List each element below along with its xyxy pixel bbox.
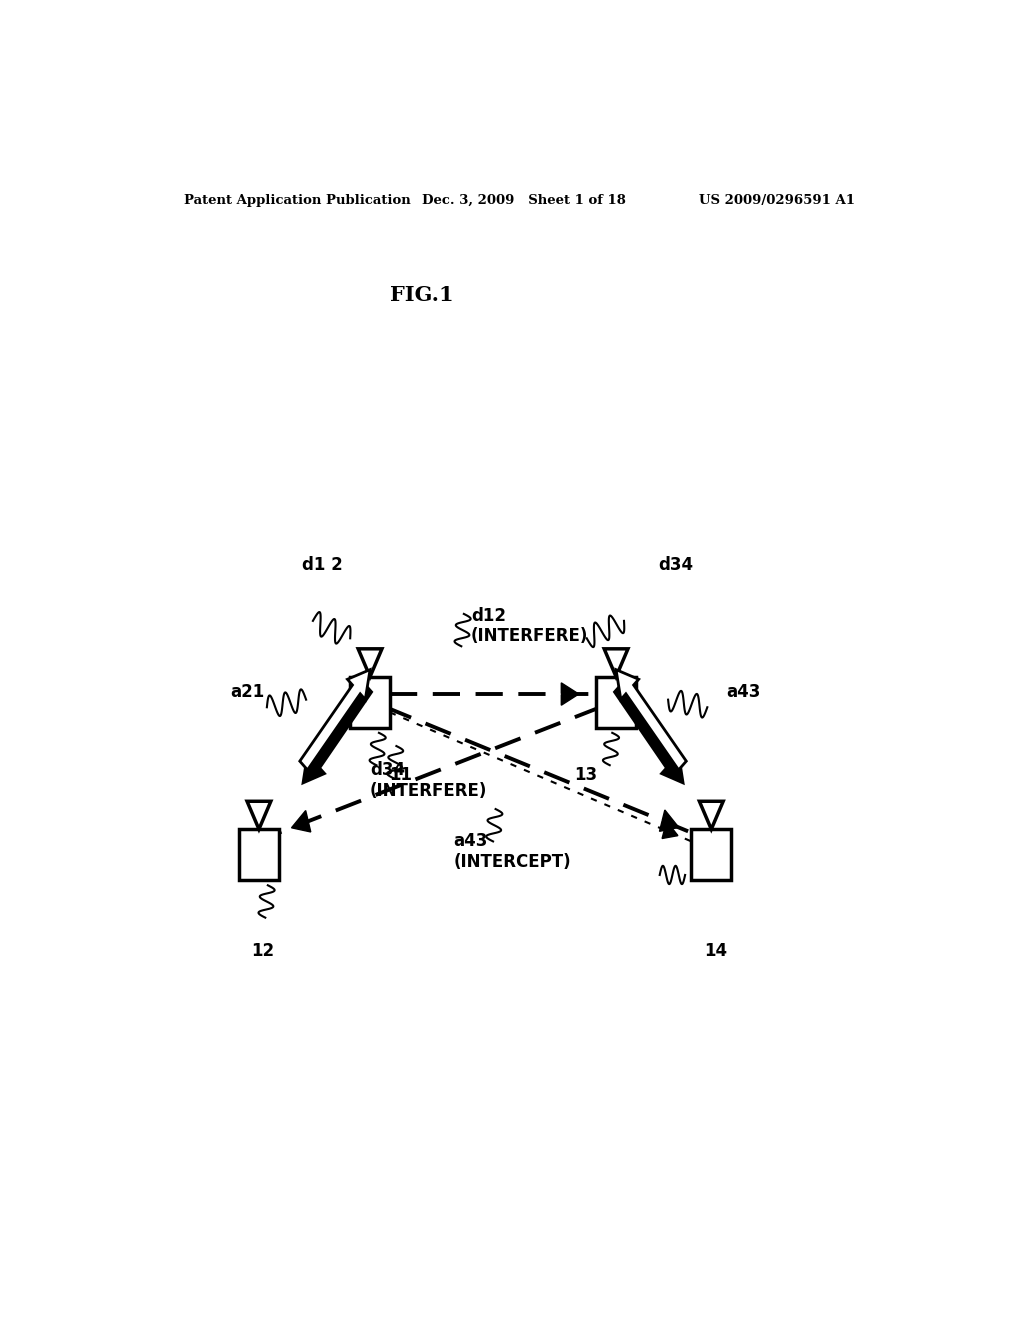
Bar — [350, 677, 390, 727]
Text: 13: 13 — [574, 767, 597, 784]
Polygon shape — [247, 801, 270, 829]
Polygon shape — [604, 649, 628, 677]
Text: d12
(INTERFERE): d12 (INTERFERE) — [471, 607, 588, 645]
FancyArrow shape — [616, 669, 686, 770]
Text: US 2009/0296591 A1: US 2009/0296591 A1 — [699, 194, 855, 207]
Text: Dec. 3, 2009   Sheet 1 of 18: Dec. 3, 2009 Sheet 1 of 18 — [422, 194, 626, 207]
Polygon shape — [699, 801, 723, 829]
Bar — [596, 677, 636, 727]
FancyArrow shape — [303, 684, 372, 784]
FancyArrow shape — [561, 682, 579, 705]
Text: 14: 14 — [703, 942, 727, 960]
Text: a43: a43 — [726, 682, 760, 701]
FancyArrow shape — [300, 669, 370, 770]
FancyArrow shape — [614, 684, 684, 784]
Text: a21: a21 — [230, 682, 264, 701]
Bar — [691, 829, 731, 880]
Text: d1 2: d1 2 — [302, 556, 343, 574]
Bar — [240, 829, 279, 880]
Text: FIG.1: FIG.1 — [390, 285, 454, 305]
Text: 12: 12 — [251, 942, 274, 960]
Text: d34
(INTERFERE): d34 (INTERFERE) — [370, 762, 487, 800]
FancyArrow shape — [292, 810, 310, 832]
Text: Patent Application Publication: Patent Application Publication — [183, 194, 411, 207]
Text: d34: d34 — [658, 556, 693, 574]
Text: 11: 11 — [389, 767, 412, 784]
Polygon shape — [358, 649, 382, 677]
FancyArrow shape — [659, 810, 679, 832]
Text: a43
(INTERCEPT): a43 (INTERCEPT) — [454, 832, 571, 871]
FancyArrow shape — [663, 821, 678, 838]
